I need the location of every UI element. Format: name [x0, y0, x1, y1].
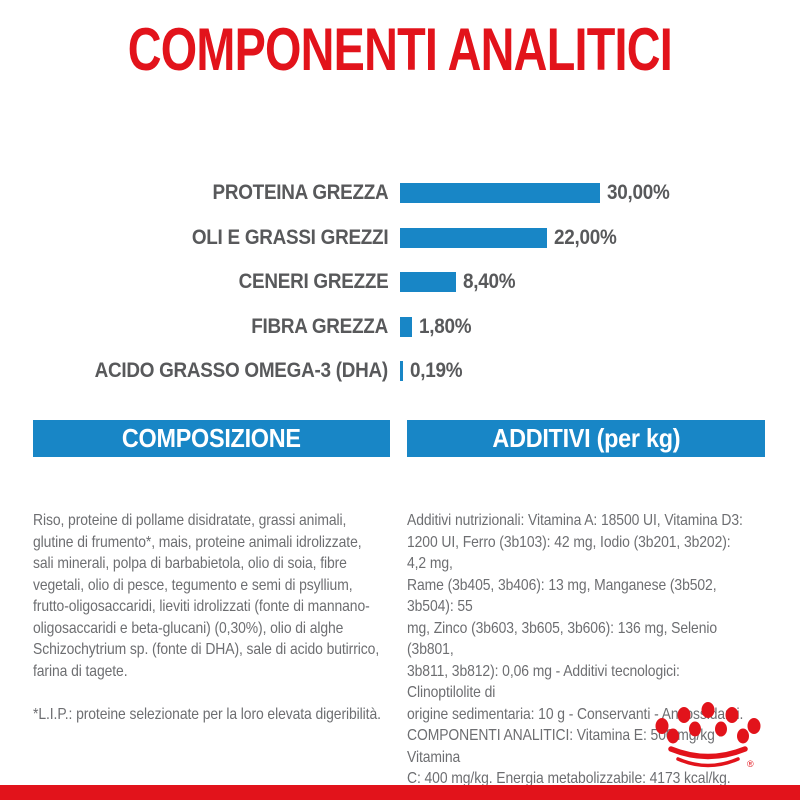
chart-value-label: 1,80% [419, 314, 472, 338]
chart-category-label: OLI E GRASSI GREZZI [191, 225, 389, 249]
chart-category-label: CENERI GREZZE [238, 270, 388, 294]
composizione-footnote: *L.I.P.: proteine selezionate per la lor… [33, 705, 381, 723]
additivi-header-label: ADDITIVI (per kg) [492, 423, 680, 453]
chart-category-label: ACIDO GRASSO OMEGA-3 (DHA) [94, 359, 389, 383]
chart-bar [400, 183, 600, 204]
chart-bar [400, 316, 412, 337]
chart-bar [400, 227, 547, 248]
chart-category-label: FIBRA GREZZA [251, 314, 388, 338]
chart-row: PROTEINA GREZZA 30,00% [0, 171, 800, 216]
chart-value-label: 0,19% [410, 359, 463, 383]
analytical-components-chart: PROTEINA GREZZA 30,00% OLI E GRASSI GREZZI… [0, 171, 800, 394]
chart-row: OLI E GRASSI GREZZI 22,00% [0, 216, 800, 261]
chart-row: CENERI GREZZE 8,40% [0, 260, 800, 305]
composizione-header-label: COMPOSIZIONE [122, 423, 301, 453]
registered-trademark-icon: ® [747, 759, 754, 769]
chart-bar [400, 361, 403, 382]
composizione-text: Riso, proteine di pollame disidratate, g… [33, 512, 380, 680]
composizione-header-banner: COMPOSIZIONE [33, 420, 390, 457]
additivi-section: Additivi nutrizionali: Vitamina A: 18500… [407, 467, 800, 800]
composizione-section: Riso, proteine di pollame disidratate, g… [33, 467, 433, 768]
royal-canin-crown-logo: ® [655, 702, 761, 769]
chart-value-label: 30,00% [607, 181, 670, 205]
chart-row: FIBRA GREZZA 1,80% [0, 305, 800, 350]
chart-category-label: PROTEINA GREZZA [212, 181, 388, 205]
chart-row: ACIDO GRASSO OMEGA-3 (DHA) 0,19% [0, 349, 800, 394]
additivi-text: Additivi nutrizionali: Vitamina A: 18500… [407, 512, 743, 787]
page-title-wrap: COMPONENTI ANALITICI [0, 20, 800, 80]
chart-bar [400, 272, 456, 293]
chart-value-label: 22,00% [554, 225, 617, 249]
chart-value-label: 8,40% [463, 270, 516, 294]
page-title: COMPONENTI ANALITICI [127, 16, 673, 83]
additivi-header-banner: ADDITIVI (per kg) [407, 420, 765, 457]
footer-red-bar [0, 785, 800, 800]
